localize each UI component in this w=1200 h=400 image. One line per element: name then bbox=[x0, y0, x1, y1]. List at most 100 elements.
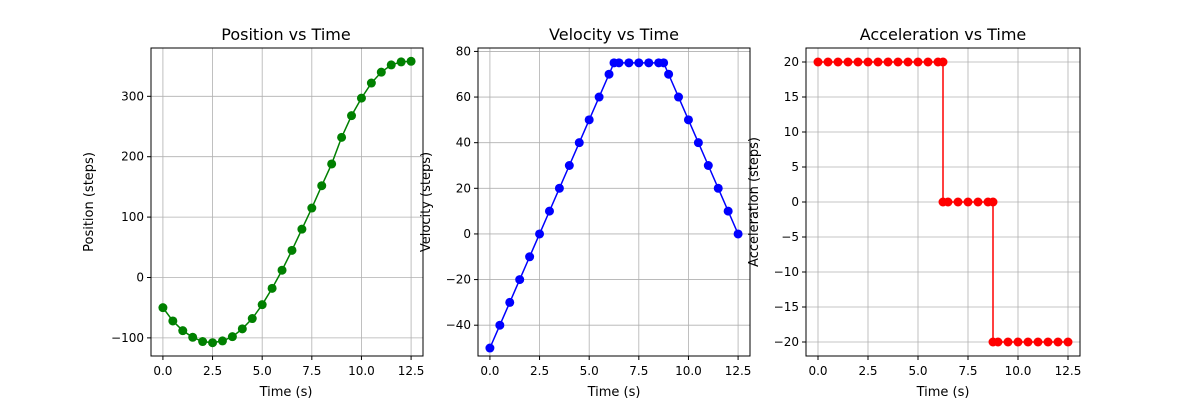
x-tick-label: 5.0 bbox=[908, 364, 927, 378]
y-tick-label: −40 bbox=[446, 318, 471, 332]
axes-frame bbox=[477, 47, 751, 357]
data-point bbox=[376, 67, 386, 77]
data-point bbox=[495, 320, 505, 330]
x-tick-label: 2.5 bbox=[530, 364, 549, 378]
data-point bbox=[973, 197, 983, 207]
data-point bbox=[903, 57, 913, 67]
y-tick-label: 15 bbox=[784, 90, 799, 104]
chart-position: Position vs Time Time (s) Position (step… bbox=[82, 25, 424, 400]
data-point bbox=[515, 275, 525, 285]
data-point bbox=[823, 57, 833, 67]
data-point bbox=[277, 265, 287, 275]
data-point bbox=[505, 297, 515, 307]
y-tick-label: 60 bbox=[456, 90, 471, 104]
data-point bbox=[674, 92, 684, 102]
data-point bbox=[1063, 337, 1073, 347]
y-tick-label: 40 bbox=[456, 136, 471, 150]
data-point bbox=[614, 58, 624, 68]
data-point bbox=[683, 115, 693, 125]
data-point bbox=[594, 92, 604, 102]
data-point bbox=[664, 69, 674, 79]
series-line bbox=[162, 60, 412, 344]
chart-title: Velocity vs Time bbox=[549, 25, 679, 44]
x-tick-label: 7.5 bbox=[958, 364, 977, 378]
axes-frame bbox=[150, 47, 424, 357]
y-tick-label: 0 bbox=[463, 227, 471, 241]
data-point bbox=[485, 343, 495, 353]
x-tick-label: 2.5 bbox=[203, 364, 222, 378]
data-point bbox=[158, 303, 168, 313]
x-axis-label: Time (s) bbox=[587, 385, 641, 400]
data-point bbox=[693, 138, 703, 148]
data-point bbox=[923, 57, 933, 67]
chart-title: Position vs Time bbox=[221, 25, 350, 44]
y-tick-label: −10 bbox=[774, 265, 799, 279]
data-point bbox=[554, 183, 564, 193]
x-tick-label: 10.0 bbox=[1005, 364, 1032, 378]
y-tick-label: 100 bbox=[121, 210, 144, 224]
y-axis-label: Acceleration (steps) bbox=[747, 137, 762, 267]
data-point bbox=[337, 132, 347, 142]
x-tick-label: 5.0 bbox=[580, 364, 599, 378]
data-point bbox=[217, 336, 227, 346]
data-point bbox=[1053, 337, 1063, 347]
data-point bbox=[644, 58, 654, 68]
chart-title: Acceleration vs Time bbox=[860, 25, 1027, 44]
data-point bbox=[953, 197, 963, 207]
data-point bbox=[843, 57, 853, 67]
data-point bbox=[327, 159, 337, 169]
data-point bbox=[624, 58, 634, 68]
data-point bbox=[993, 337, 1003, 347]
data-point bbox=[1043, 337, 1053, 347]
data-point bbox=[257, 300, 267, 310]
y-tick-label: −20 bbox=[446, 273, 471, 287]
y-tick-label: 10 bbox=[784, 125, 799, 139]
data-point bbox=[893, 57, 903, 67]
data-point bbox=[604, 69, 614, 79]
data-point bbox=[247, 314, 257, 324]
y-tick-label: 5 bbox=[791, 160, 799, 174]
data-point bbox=[584, 115, 594, 125]
chart-velocity: Velocity vs Time Time (s) Velocity (step… bbox=[419, 25, 751, 400]
data-point bbox=[853, 57, 863, 67]
data-point bbox=[198, 337, 208, 347]
data-point bbox=[659, 58, 669, 68]
x-tick-label: 0.0 bbox=[808, 364, 827, 378]
data-point bbox=[227, 332, 237, 342]
data-point bbox=[188, 332, 198, 342]
data-point bbox=[386, 60, 396, 70]
data-point bbox=[564, 160, 574, 170]
data-point bbox=[267, 283, 277, 293]
data-point bbox=[396, 57, 406, 67]
x-tick-label: 0.0 bbox=[480, 364, 499, 378]
x-tick-label: 10.0 bbox=[675, 364, 702, 378]
data-point bbox=[1013, 337, 1023, 347]
y-tick-label: −100 bbox=[111, 331, 144, 345]
x-tick-label: 0.0 bbox=[153, 364, 172, 378]
x-tick-label: 10.0 bbox=[348, 364, 375, 378]
y-tick-label: −15 bbox=[774, 300, 799, 314]
y-axis-label: Position (steps) bbox=[82, 152, 97, 252]
data-point bbox=[208, 338, 218, 348]
y-tick-label: 300 bbox=[121, 89, 144, 103]
data-point bbox=[813, 57, 823, 67]
data-point bbox=[913, 57, 923, 67]
y-tick-label: 200 bbox=[121, 150, 144, 164]
data-point bbox=[713, 183, 723, 193]
data-point bbox=[833, 57, 843, 67]
x-tick-label: 2.5 bbox=[858, 364, 877, 378]
data-point bbox=[634, 58, 644, 68]
data-point bbox=[863, 57, 873, 67]
data-point bbox=[544, 206, 554, 216]
x-tick-label: 7.5 bbox=[302, 364, 321, 378]
data-point bbox=[1003, 337, 1013, 347]
data-point bbox=[988, 197, 998, 207]
data-point bbox=[535, 229, 545, 239]
chart-acceleration: Acceleration vs Time Time (s) Accelerati… bbox=[747, 25, 1081, 400]
x-tick-label: 5.0 bbox=[253, 364, 272, 378]
x-axis-label: Time (s) bbox=[259, 385, 313, 400]
data-point bbox=[307, 203, 317, 213]
data-point bbox=[703, 160, 713, 170]
data-point bbox=[168, 316, 178, 326]
